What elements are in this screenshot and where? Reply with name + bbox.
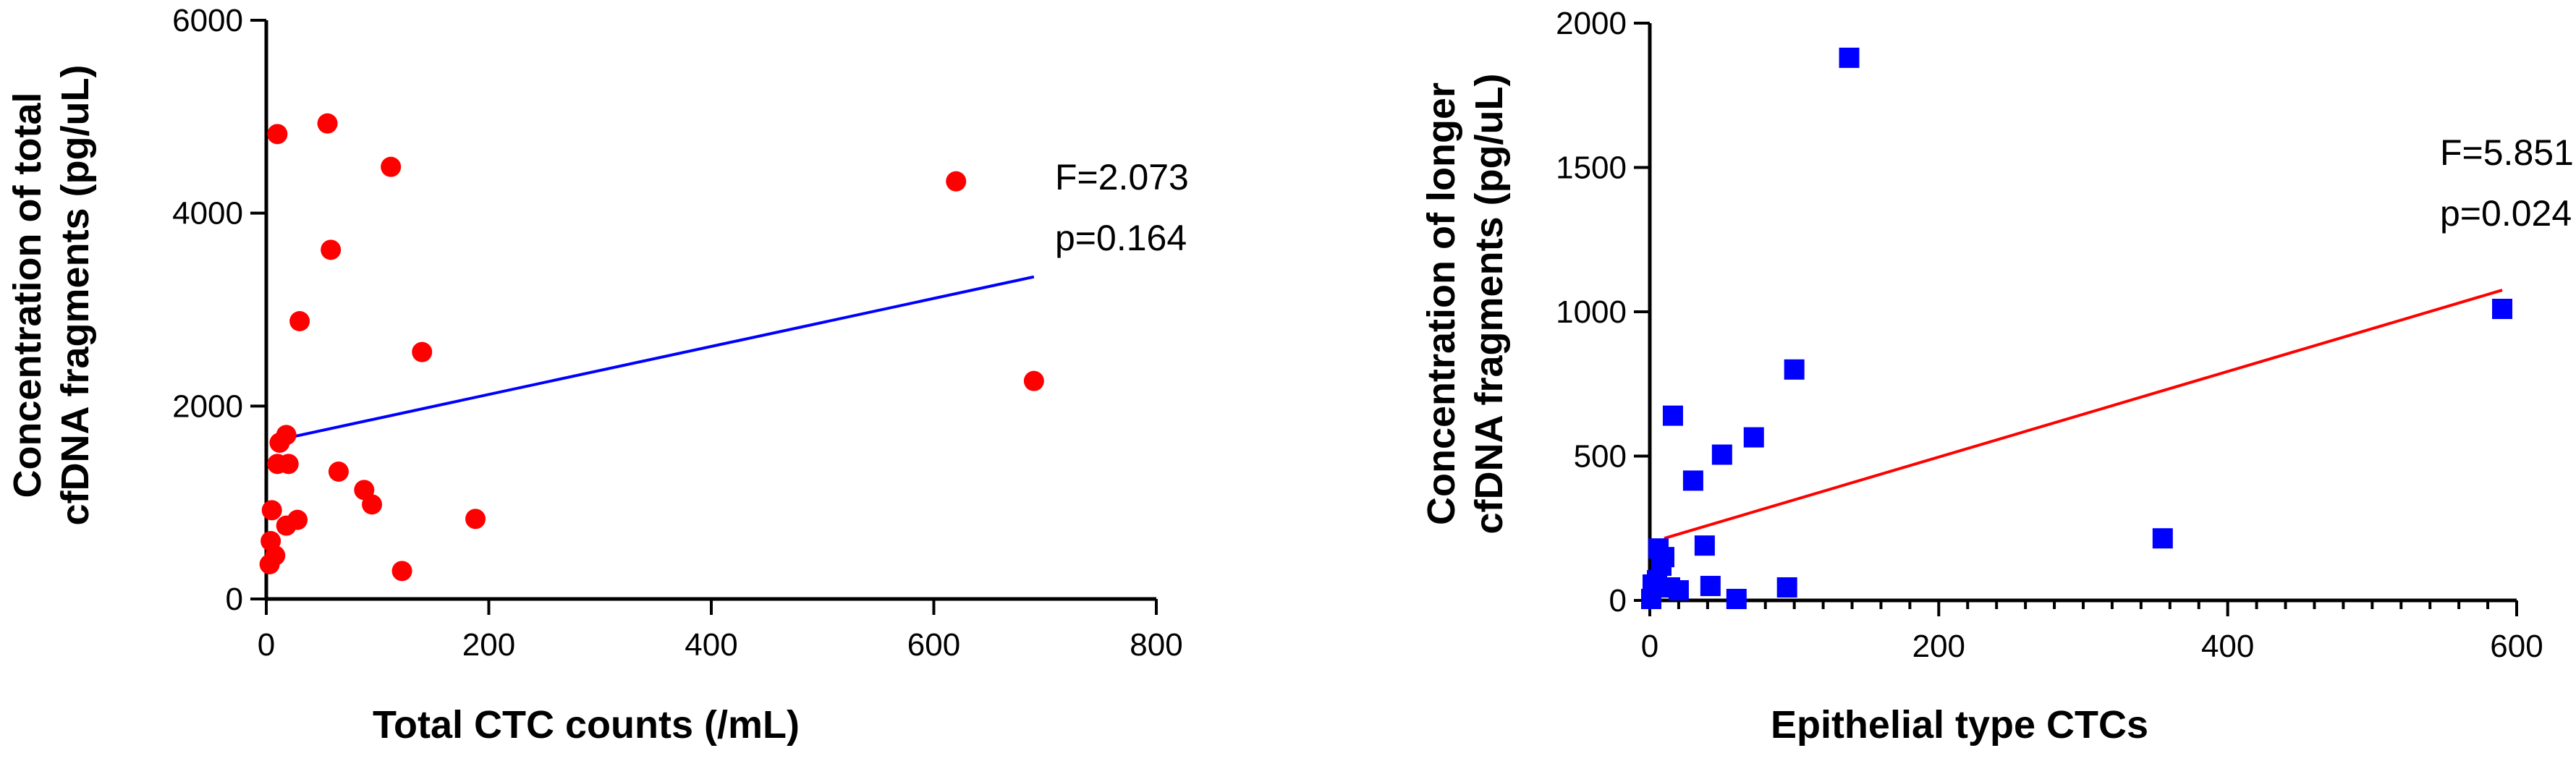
chart-2-point — [2492, 299, 2513, 320]
chart-1-point — [391, 561, 412, 582]
chart-1-point — [1023, 370, 1044, 391]
chart-1-point — [289, 311, 310, 331]
chart-2-point — [1743, 427, 1764, 448]
chart-1-y-title-line-2: cfDNA fragments (pg/uL) — [54, 65, 97, 526]
chart-2-y-tick-label: 500 — [1574, 439, 1627, 475]
chart-1-stat-p: p=0.164 — [1055, 218, 1187, 258]
chart-2-y-title-line-2: cfDNA fragments (pg/uL) — [1467, 74, 1511, 535]
chart-1-point — [321, 239, 342, 260]
chart-1-points — [259, 113, 1044, 582]
chart-1-point — [328, 462, 349, 482]
chart-1-y-tick-label: 6000 — [172, 3, 243, 38]
chart-2-y-tick-label: 2000 — [1556, 6, 1627, 41]
chart-1-x-ticks: 0 200 400 600 800 — [258, 599, 1183, 663]
chart-1-point — [362, 494, 383, 515]
chart-2-y-ticks: 0 500 1000 1500 2000 — [1556, 6, 1650, 618]
chart-2-x-tick-label: 400 — [2201, 629, 2254, 664]
chart-2-x-tick-label: 200 — [1912, 629, 1965, 664]
chart-2-point — [1700, 576, 1721, 597]
chart-1-stat-f: F=2.073 — [1055, 157, 1189, 197]
chart-2-point — [1640, 589, 1661, 610]
chart-2-point — [1839, 47, 1860, 68]
chart-1-x-tick-label: 600 — [907, 627, 960, 663]
chart-1-point — [946, 171, 967, 192]
chart-1-y-tick-label: 0 — [226, 582, 243, 617]
chart-1-point — [259, 554, 280, 574]
chart-2-point — [1662, 405, 1683, 426]
chart-1-point — [412, 341, 433, 362]
chart-2-point — [1694, 535, 1715, 556]
chart-2-point — [1726, 589, 1747, 610]
chart-1: Concentration of total cfDNA fragments (… — [6, 3, 1189, 747]
chart-2-fit-line — [1664, 289, 2503, 540]
chart-1-y-ticks: 0 2000 4000 6000 — [172, 3, 266, 617]
chart-1-y-title: Concentration of total cfDNA fragments (… — [6, 65, 97, 526]
chart-2-point — [1668, 580, 1689, 601]
chart-2-x-title: Epithelial type CTCs — [1771, 703, 2148, 747]
chart-2-x-tick-label: 600 — [2490, 629, 2543, 664]
chart-2-y-tick-label: 1500 — [1556, 150, 1627, 186]
chart-2-y-tick-label: 0 — [1609, 583, 1627, 618]
chart-1-point — [465, 509, 486, 530]
chart-2-points — [1640, 47, 2513, 610]
chart-2: Concentration of longer cfDNA fragments … — [1420, 6, 2574, 747]
chart-1-x-tick-label: 0 — [258, 627, 275, 663]
chart-1-y-tick-label: 2000 — [172, 388, 243, 424]
chart-1-x-tick-label: 800 — [1130, 627, 1182, 663]
chart-1-x-title: Total CTC counts (/mL) — [373, 703, 800, 747]
chart-1-point — [278, 454, 299, 475]
chart-2-x-ticks: 0 200 400 600 — [1641, 600, 2543, 664]
chart-2-stat-p: p=0.024 — [2440, 193, 2572, 234]
chart-1-y-tick-label: 4000 — [172, 196, 243, 231]
chart-2-point — [1776, 577, 1797, 598]
chart-1-y-title-line-1: Concentration of total — [6, 93, 49, 498]
chart-1-x-tick-label: 200 — [462, 627, 515, 663]
chart-1-fit-line — [282, 275, 1035, 441]
chart-1-point — [269, 433, 290, 453]
chart-2-y-title: Concentration of longer cfDNA fragments … — [1420, 74, 1511, 535]
chart-2-y-tick-label: 1000 — [1556, 294, 1627, 330]
chart-2-stat-f: F=5.851 — [2440, 132, 2574, 173]
chart-1-point — [317, 113, 338, 134]
chart-2-x-tick-label: 0 — [1641, 629, 1658, 664]
chart-1-x-tick-label: 400 — [685, 627, 737, 663]
chart-1-point — [267, 124, 288, 145]
chart-2-point — [1711, 444, 1732, 465]
chart-1-point — [261, 500, 282, 521]
chart-2-point — [1682, 470, 1703, 491]
chart-2-point — [2152, 528, 2173, 549]
chart-2-point — [1784, 359, 1805, 380]
chart-2-y-title-line-1: Concentration of longer — [1420, 82, 1463, 525]
chart-1-point — [381, 156, 402, 177]
chart-1-point — [276, 515, 297, 536]
